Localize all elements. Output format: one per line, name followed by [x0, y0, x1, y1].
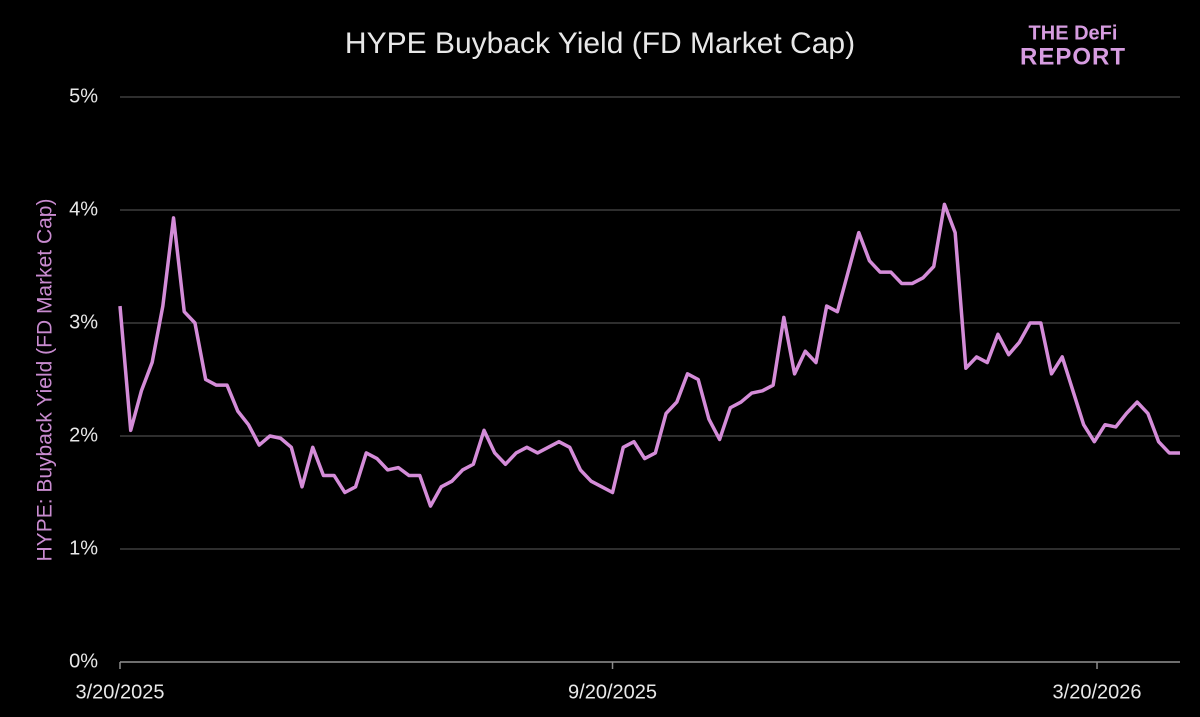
y-tick-label: 1% [69, 537, 98, 559]
y-axis-label: HYPE: Buyback Yield (FD Market Cap) [34, 199, 57, 562]
y-tick-label: 3% [69, 311, 98, 333]
x-tick-label: 3/20/2025 [76, 681, 165, 703]
chart-title: HYPE Buyback Yield (FD Market Cap) [345, 27, 855, 60]
logo-line: REPORT [1020, 43, 1126, 70]
y-tick-label: 5% [69, 85, 98, 107]
x-tick-label: 3/20/2026 [1053, 681, 1142, 703]
y-tick-label: 0% [69, 650, 98, 672]
y-tick-label: 4% [69, 198, 98, 220]
x-tick-label: 9/20/2025 [568, 681, 657, 703]
y-tick-label: 2% [69, 424, 98, 446]
series-line [118, 202, 1180, 508]
logo-line: THE DeFi [1029, 22, 1118, 44]
